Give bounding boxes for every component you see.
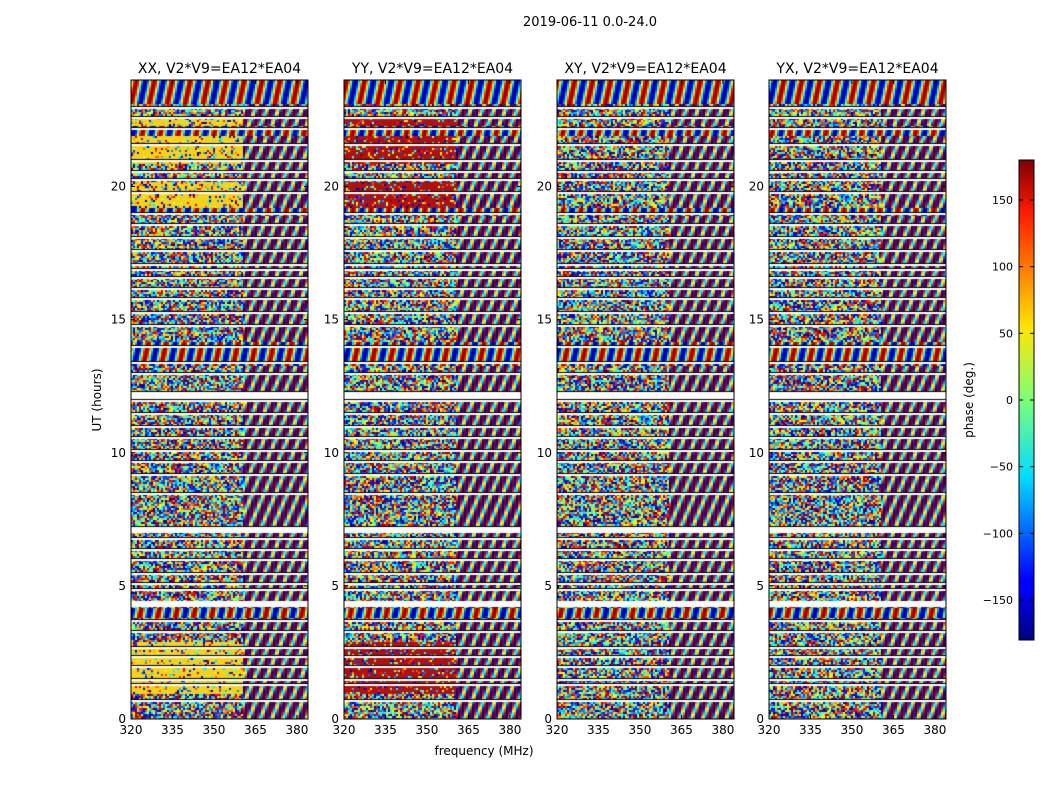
phase-heatmap-canvas: [557, 80, 734, 719]
x-tick-label: 335: [587, 723, 610, 737]
y-tick-label: 15: [537, 313, 552, 327]
y-tick-label: 15: [749, 313, 764, 327]
panel-frame: [343, 79, 522, 720]
y-tick-label: 5: [331, 579, 339, 593]
colorbar-tick-label: 50: [999, 327, 1013, 340]
y-tick-label: 0: [756, 712, 764, 726]
x-tick-label: 335: [161, 723, 184, 737]
y-tick-label: 20: [749, 180, 764, 194]
x-tick-label: 365: [457, 723, 480, 737]
colorbar-tick-label: −100: [983, 527, 1013, 540]
colorbar-ticks: −150 −100 −50 0 50 100 150: [983, 194, 1034, 607]
phase-heatmap: [557, 80, 734, 719]
y-tick-label: 0: [544, 712, 552, 726]
y-tick-label: 0: [118, 712, 126, 726]
phase-heatmap: [769, 80, 946, 719]
x-tick-label: 365: [882, 723, 905, 737]
y-tick-label: 10: [324, 446, 339, 460]
x-tick-label: 320: [333, 723, 356, 737]
phase-heatmap: [131, 80, 308, 719]
colorbar-tick-label: 0: [1006, 394, 1013, 407]
phase-heatmap: [344, 80, 521, 719]
panel-3: XY, V2*V9=EA12*EA04 320 335 350 365 380 0 5 10 15…: [537, 61, 735, 737]
y-tick-label: 10: [111, 446, 126, 460]
x-tick-label: 320: [120, 723, 143, 737]
y-tick-label: 15: [111, 313, 126, 327]
panel-2: YY, V2*V9=EA12*EA04 320 335 350 365 380 0 5 10 15…: [324, 61, 522, 737]
x-tick-label: 350: [629, 723, 652, 737]
y-tick-label: 10: [537, 446, 552, 460]
panel-title: XX, V2*V9=EA12*EA04: [138, 61, 301, 77]
x-axis-label: frequency (MHz): [434, 744, 533, 758]
colorbar: −150 −100 −50 0 50 100 150 phase (deg.): [962, 159, 1035, 641]
panel-frame: [556, 79, 735, 720]
colorbar-tick-label: −50: [990, 461, 1013, 474]
y-tick-label: 20: [324, 180, 339, 194]
x-tick-label: 380: [711, 723, 734, 737]
colorbar-tick-label: 100: [992, 261, 1013, 274]
figure-title: 2019-06-11 0.0-24.0: [523, 15, 657, 30]
y-tick-label: 20: [111, 180, 126, 194]
y-tick-label: 15: [324, 313, 339, 327]
panel-4: YX, V2*V9=EA12*EA04 320 335 350 365 380 0 5 10 15…: [749, 61, 947, 737]
colorbar-tick-label: −150: [983, 594, 1013, 607]
x-tick-label: 350: [416, 723, 439, 737]
colorbar-tick-label: 150: [992, 194, 1013, 207]
x-tick-label: 365: [670, 723, 693, 737]
phase-heatmap-canvas: [344, 80, 521, 719]
x-tick-label: 335: [799, 723, 822, 737]
panel-title: XY, V2*V9=EA12*EA04: [564, 61, 726, 77]
y-tick-label: 20: [537, 180, 552, 194]
phase-heatmap-canvas: [769, 80, 946, 719]
x-tick-label: 380: [923, 723, 946, 737]
phase-heatmap-canvas: [131, 80, 308, 719]
panel-frame: [768, 79, 947, 720]
x-tick-label: 380: [498, 723, 521, 737]
x-tick-label: 380: [285, 723, 308, 737]
y-tick-label: 5: [756, 579, 764, 593]
panel-1: XX, V2*V9=EA12*EA04 320 335 350 365 380 0 5 10 15…: [111, 61, 309, 737]
panel-frame: [130, 79, 309, 720]
y-tick-label: 0: [331, 712, 339, 726]
y-tick-label: 10: [749, 446, 764, 460]
panels: XX, V2*V9=EA12*EA04 320 335 350 365 380 0 5 10 15…: [111, 61, 947, 737]
x-tick-label: 365: [244, 723, 267, 737]
y-tick-label: 5: [118, 579, 126, 593]
y-axis-label: UT (hours): [90, 368, 104, 431]
y-tick-label: 5: [544, 579, 552, 593]
x-tick-label: 335: [374, 723, 397, 737]
x-tick-label: 350: [841, 723, 864, 737]
x-tick-label: 320: [758, 723, 781, 737]
colorbar-label: phase (deg.): [962, 362, 976, 438]
x-tick-label: 350: [203, 723, 226, 737]
panel-title: YX, V2*V9=EA12*EA04: [775, 61, 938, 77]
panel-title: YY, V2*V9=EA12*EA04: [351, 61, 513, 77]
x-tick-label: 320: [546, 723, 569, 737]
